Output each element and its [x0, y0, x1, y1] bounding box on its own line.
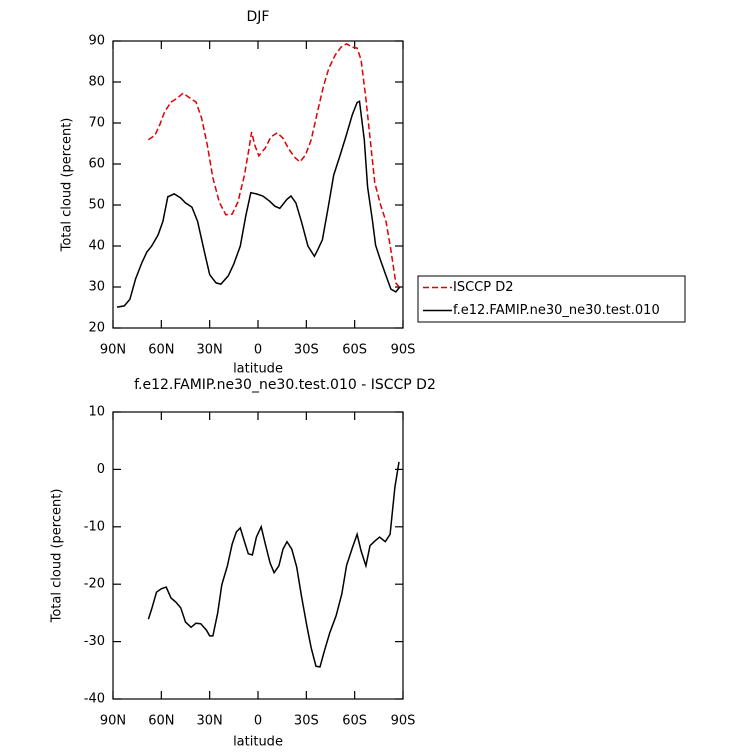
y-tick-label: 20	[88, 321, 105, 336]
y-tick-label: 80	[88, 75, 105, 90]
x-tick-label: 30S	[294, 343, 319, 358]
y-tick-label: -40	[84, 692, 105, 707]
chart-title: f.e12.FAMIP.ne30_ne30.test.010 - ISCCP D…	[134, 377, 436, 393]
y-axis-label: Total cloud (percent)	[50, 489, 65, 624]
x-tick-label: 60S	[342, 714, 367, 729]
x-tick-label: 30N	[197, 343, 223, 358]
data-line	[116, 100, 401, 308]
y-tick-label: -20	[84, 577, 105, 592]
y-tick-label: 60	[88, 157, 105, 172]
y-tick-label: -10	[84, 519, 105, 534]
x-tick-label: 90N	[100, 343, 126, 358]
plot-frame	[112, 40, 404, 329]
legend-box	[417, 275, 686, 323]
legend-label: ISCCP D2	[453, 280, 514, 295]
y-tick-label: 30	[88, 280, 105, 295]
y-tick-label: 90	[88, 34, 105, 49]
x-axis-label: latitude	[233, 735, 283, 750]
chart-title: DJF	[247, 9, 270, 25]
legend-label: f.e12.FAMIP.ne30_ne30.test.010	[453, 303, 660, 318]
y-tick-label: 70	[88, 116, 105, 131]
x-tick-label: 30N	[197, 714, 223, 729]
x-tick-label: 90N	[100, 714, 126, 729]
x-axis-label: latitude	[233, 362, 283, 377]
x-tick-label: 0	[254, 343, 262, 358]
y-axis-label: Total cloud (percent)	[60, 118, 75, 253]
x-tick-label: 60N	[148, 343, 174, 358]
x-tick-label: 0	[254, 714, 262, 729]
data-line	[147, 461, 400, 668]
y-tick-label: 10	[88, 405, 105, 420]
y-tick-label: 0	[97, 462, 105, 477]
x-tick-label: 90S	[391, 714, 416, 729]
y-tick-label: 40	[88, 239, 105, 254]
x-tick-label: 60S	[342, 343, 367, 358]
data-line	[147, 43, 401, 289]
y-tick-label: -30	[84, 634, 105, 649]
x-tick-label: 30S	[294, 714, 319, 729]
x-tick-label: 60N	[148, 714, 174, 729]
x-tick-label: 90S	[391, 343, 416, 358]
plot-frame	[112, 411, 404, 700]
y-tick-label: 50	[88, 198, 105, 213]
